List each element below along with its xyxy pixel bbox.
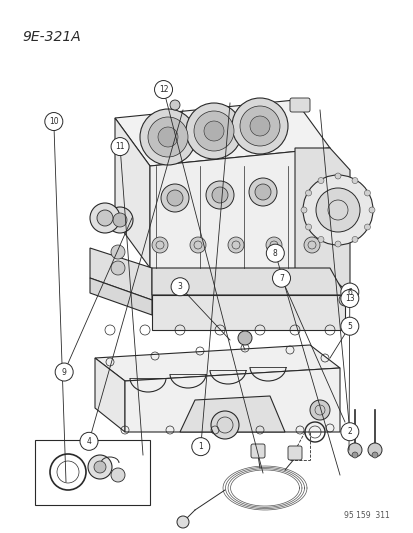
Text: 3: 3 [177,282,182,291]
Circle shape [111,261,125,275]
Text: 7: 7 [278,274,283,282]
Circle shape [266,244,284,262]
Circle shape [107,207,133,233]
Circle shape [371,452,377,458]
Circle shape [140,109,195,165]
Circle shape [334,173,340,179]
Circle shape [166,190,183,206]
Text: 2: 2 [347,427,351,436]
Polygon shape [180,396,284,432]
Circle shape [94,461,106,473]
Circle shape [158,127,178,147]
FancyBboxPatch shape [250,444,264,458]
Circle shape [317,237,323,243]
Polygon shape [152,268,344,295]
Circle shape [161,184,189,212]
Circle shape [113,213,127,227]
Circle shape [340,289,358,308]
Circle shape [111,468,125,482]
Circle shape [55,363,73,381]
Circle shape [80,432,98,450]
Circle shape [248,178,276,206]
Text: 12: 12 [159,85,168,94]
Circle shape [154,80,172,99]
Text: 8: 8 [272,249,277,257]
Text: 11: 11 [115,142,124,151]
Circle shape [368,207,374,213]
Circle shape [305,190,311,196]
Polygon shape [150,148,329,275]
Circle shape [170,100,180,110]
Polygon shape [90,278,152,315]
Circle shape [315,188,359,232]
Circle shape [351,177,357,183]
Circle shape [211,187,228,203]
Circle shape [317,177,323,183]
Polygon shape [294,148,349,295]
Circle shape [88,455,112,479]
Text: 9E-321A: 9E-321A [22,30,81,44]
Circle shape [45,112,63,131]
Circle shape [334,241,340,247]
Polygon shape [90,248,152,300]
Text: 1: 1 [198,442,203,451]
Text: 6: 6 [347,288,351,296]
Circle shape [228,237,243,253]
Polygon shape [115,118,150,268]
Circle shape [191,438,209,456]
Circle shape [363,190,370,196]
Circle shape [111,245,125,259]
Text: 10: 10 [49,117,59,126]
Circle shape [363,224,370,230]
Circle shape [90,203,120,233]
Text: 13: 13 [344,294,354,303]
FancyBboxPatch shape [287,446,301,460]
Circle shape [351,237,357,243]
Circle shape [254,184,271,200]
Circle shape [340,283,358,301]
Circle shape [190,237,206,253]
Circle shape [249,116,269,136]
Circle shape [303,237,319,253]
Circle shape [185,103,242,159]
FancyBboxPatch shape [289,98,309,112]
Polygon shape [125,368,339,432]
Circle shape [305,224,311,230]
Circle shape [340,423,358,441]
Polygon shape [95,345,339,381]
Circle shape [300,207,306,213]
Circle shape [266,237,281,253]
Text: 4: 4 [86,437,91,446]
Circle shape [171,278,189,296]
Circle shape [204,121,223,141]
Circle shape [302,175,372,245]
Circle shape [237,331,252,345]
Circle shape [177,516,189,528]
Circle shape [206,181,233,209]
Circle shape [351,452,357,458]
Circle shape [194,111,233,151]
Text: 9: 9 [62,368,66,376]
Text: 5: 5 [347,322,351,330]
Circle shape [231,98,287,154]
Circle shape [367,443,381,457]
Polygon shape [115,100,329,166]
Circle shape [147,117,188,157]
Circle shape [240,106,279,146]
Text: 95 159  311: 95 159 311 [344,511,389,520]
Circle shape [211,411,238,439]
Circle shape [152,237,168,253]
Circle shape [111,138,129,156]
Circle shape [97,210,113,226]
Circle shape [347,443,361,457]
Polygon shape [95,358,125,432]
Circle shape [272,269,290,287]
Circle shape [340,317,358,335]
Circle shape [309,400,329,420]
Circle shape [338,294,350,306]
Bar [35,440,150,505]
Polygon shape [152,295,344,330]
